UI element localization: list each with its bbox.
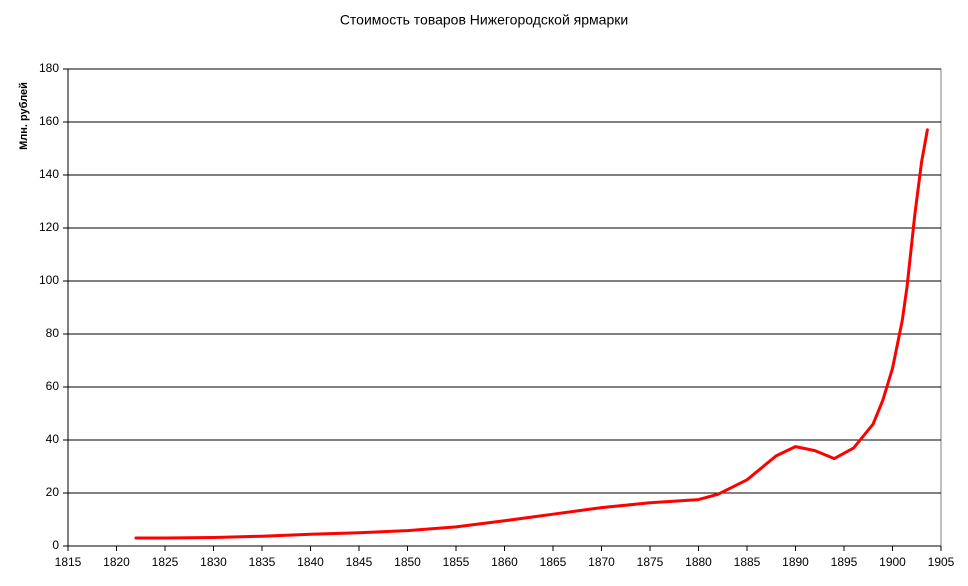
chart-title: Стоимость товаров Нижегородской ярмарки bbox=[340, 12, 628, 28]
x-tick-label: 1905 bbox=[928, 555, 955, 569]
x-tick-label: 1855 bbox=[443, 555, 470, 569]
x-tick-label: 1830 bbox=[200, 555, 227, 569]
y-tick-label: 20 bbox=[46, 485, 60, 499]
x-tick-label: 1860 bbox=[491, 555, 518, 569]
y-tick-label: 100 bbox=[39, 273, 59, 287]
x-tick-label: 1900 bbox=[879, 555, 906, 569]
x-tick-label: 1885 bbox=[734, 555, 761, 569]
x-tick-label: 1835 bbox=[249, 555, 276, 569]
x-tick-label: 1850 bbox=[394, 555, 421, 569]
y-tick-label: 0 bbox=[52, 538, 59, 552]
x-tick-label: 1825 bbox=[152, 555, 179, 569]
x-tick-label: 1840 bbox=[297, 555, 324, 569]
x-tick-label: 1880 bbox=[685, 555, 712, 569]
y-axis-label: Млн. рублей bbox=[18, 82, 30, 150]
y-tick-label: 120 bbox=[39, 220, 59, 234]
y-tick-label: 160 bbox=[39, 114, 59, 128]
x-tick-label: 1815 bbox=[55, 555, 82, 569]
y-tick-label: 140 bbox=[39, 167, 59, 181]
y-tick-label: 60 bbox=[46, 379, 60, 393]
y-tick-label: 180 bbox=[39, 61, 59, 75]
y-tick-label: 40 bbox=[46, 432, 60, 446]
y-tick-label: 80 bbox=[46, 326, 60, 340]
x-tick-label: 1875 bbox=[637, 555, 664, 569]
plot-frame bbox=[67, 68, 942, 547]
x-tick-label: 1870 bbox=[588, 555, 615, 569]
data-line bbox=[134, 128, 929, 540]
x-tick-label: 1865 bbox=[540, 555, 567, 569]
x-tick-label: 1820 bbox=[103, 555, 130, 569]
x-tick-label: 1845 bbox=[346, 555, 373, 569]
x-tick-label: 1890 bbox=[782, 555, 809, 569]
x-tick-label: 1895 bbox=[831, 555, 858, 569]
